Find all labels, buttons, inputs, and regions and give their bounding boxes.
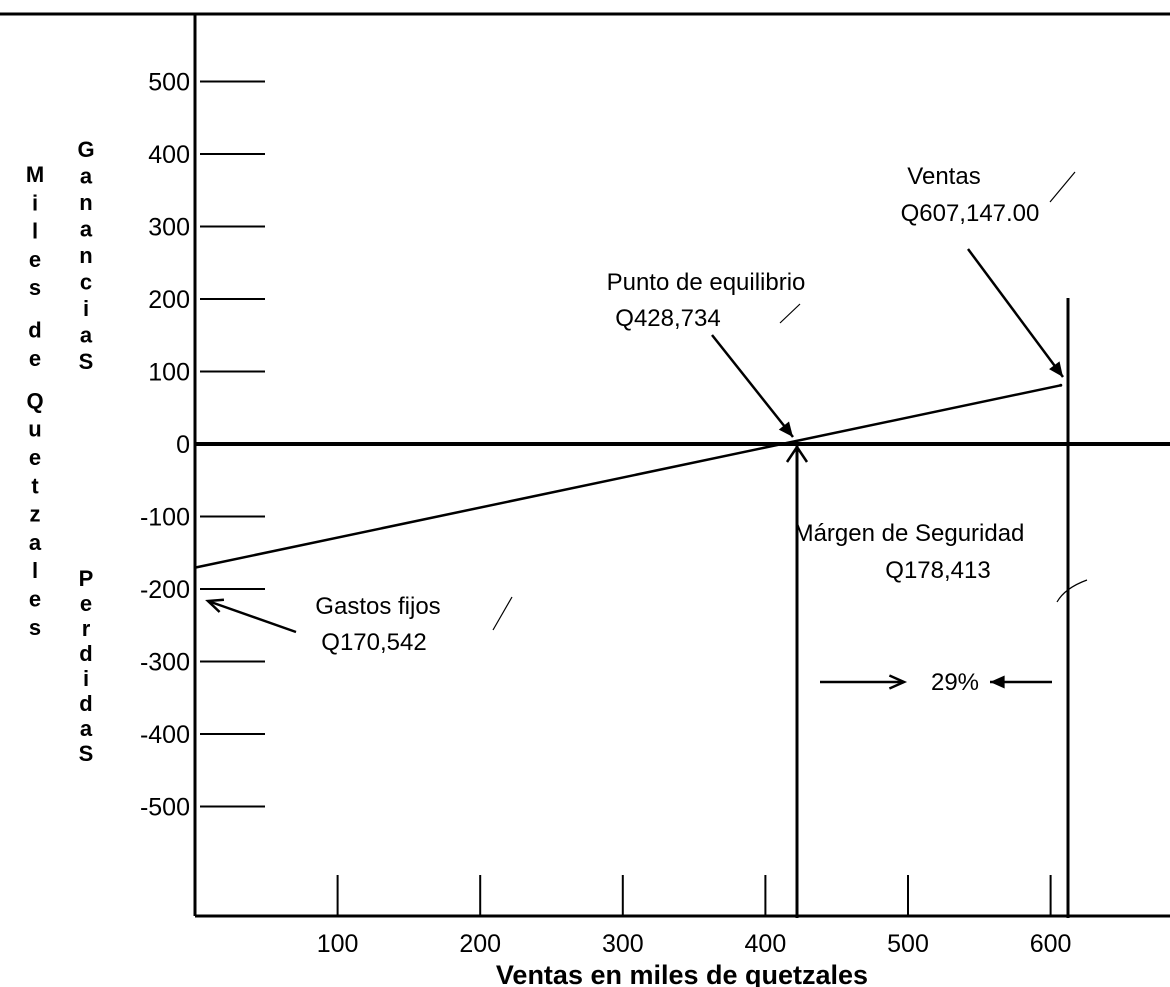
y-tick-label: 100: [148, 359, 190, 387]
ticks: 500 400 300 200 100 0 -100 -200 -300 -400 -500 100 2…: [140, 69, 1072, 959]
y-tick-label: 300: [148, 214, 190, 242]
equilibrio-arrow-head: [778, 421, 793, 437]
y-tick-label: -400: [140, 721, 190, 749]
y-tick-label: -500: [140, 794, 190, 822]
ventas-title: Ventas: [907, 163, 980, 190]
y-tick-label: 0: [176, 431, 190, 459]
x-tick-label: 300: [602, 930, 644, 958]
y-tick-label: -100: [140, 504, 190, 532]
gastos-value: Q170,542: [321, 629, 426, 656]
pen-mark: [1049, 171, 1076, 203]
margen-title: Márgen de Seguridad: [794, 520, 1025, 547]
x-tick-label: 200: [459, 930, 501, 958]
y-tick-label: 400: [148, 141, 190, 169]
x-tick-label: 100: [317, 930, 359, 958]
percent-arrow-left-head: [990, 675, 1005, 689]
y-tick-label: 200: [148, 286, 190, 314]
percent-arrow-right-head: [888, 674, 908, 690]
ventas-arrow-head: [1049, 361, 1063, 377]
line-point: [1059, 383, 1063, 387]
ventas-value: Q607,147.00: [901, 200, 1040, 227]
profit-line: [194, 384, 1062, 569]
gastos-title: Gastos fijos: [315, 593, 440, 620]
x-tick-label: 400: [745, 930, 787, 958]
pen-mark: [779, 303, 801, 324]
percent-label: 29%: [931, 669, 979, 696]
pen-mark: [492, 596, 513, 631]
x-tick-label: 500: [887, 930, 929, 958]
x-axis-label: Ventas en miles de quetzales: [496, 960, 868, 987]
equilibrio-title: Punto de equilibrio: [607, 269, 806, 296]
break-even-up-arrow-head: [785, 444, 809, 463]
ventas-arrow: [966, 248, 1065, 378]
x-tick-label: 600: [1030, 930, 1072, 958]
line-point: [193, 566, 197, 570]
margen-value: Q178,413: [885, 557, 990, 584]
gastos-arrow-head: [205, 598, 225, 613]
series: [193, 383, 1063, 570]
gastos-arrow: [207, 599, 297, 634]
y-tick-label: -300: [140, 649, 190, 677]
axes: [0, 12, 1170, 918]
y-tick-label: 500: [148, 69, 190, 97]
y-tick-label: -200: [140, 576, 190, 604]
pen-mark: [1056, 579, 1088, 603]
annotations: Ventas Q607,147.00 Punto de equilibrio Q428…: [205, 163, 1088, 918]
equilibrio-arrow: [711, 334, 794, 438]
equilibrio-value: Q428,734: [615, 305, 720, 332]
